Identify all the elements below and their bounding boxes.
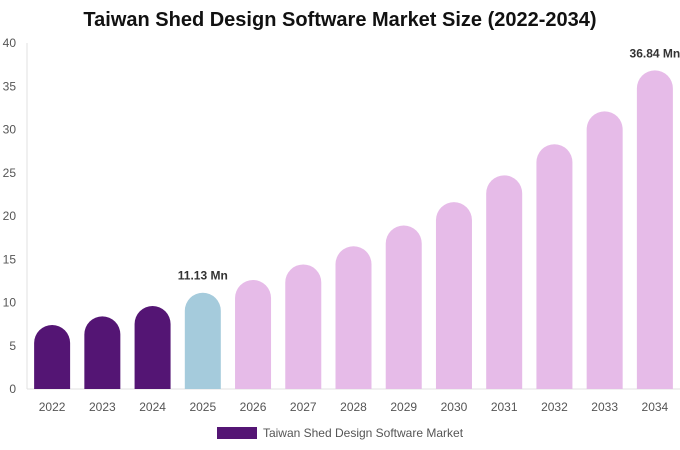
y-tick-label: 30 [3,123,17,137]
bar-2025 [184,292,221,389]
bar-2029 [385,225,422,389]
bar-2030 [435,202,472,389]
legend: Taiwan Shed Design Software Market [0,426,680,440]
bar-2026 [235,280,272,389]
x-tick-label: 2025 [189,400,216,414]
y-tick-label: 5 [9,339,16,353]
y-tick-label: 40 [3,36,17,50]
x-tick-label: 2023 [89,400,116,414]
x-axis: 2022 2023 2024 2025 2026 2027 2028 2029 2030 2031… [39,400,669,414]
data-label: 11.13 Mn [178,269,228,283]
x-tick-label: 2030 [441,400,468,414]
bars [34,70,673,390]
bar-2033 [586,111,623,389]
y-tick-label: 20 [3,209,17,223]
data-label: 36.84 Mn [630,46,680,60]
bar-2024 [134,305,171,389]
bar-2034 [636,70,673,390]
x-tick-label: 2027 [290,400,317,414]
y-tick-label: 15 [3,252,17,266]
x-tick-label: 2029 [390,400,417,414]
y-tick-label: 25 [3,166,17,180]
bar-2027 [285,264,322,389]
x-tick-label: 2032 [541,400,568,414]
bar-2028 [335,246,372,389]
y-tick-label: 10 [3,296,17,310]
bar-2022 [34,324,71,389]
data-labels: 11.13 Mn 36.84 Mn [178,46,680,282]
x-tick-label: 2034 [642,400,669,414]
legend-swatch [216,427,257,439]
y-tick-label: 35 [3,79,17,93]
bar-2031 [486,175,523,389]
bar-2023 [84,316,121,389]
x-tick-label: 2022 [39,400,66,414]
y-tick-label: 0 [9,382,16,396]
x-tick-label: 2033 [591,400,618,414]
x-tick-label: 2024 [139,400,166,414]
bar-2032 [536,144,573,389]
legend-label: Taiwan Shed Design Software Market [262,426,464,440]
chart-title: Taiwan Shed Design Software Market Size … [83,9,597,31]
x-tick-label: 2031 [491,400,518,414]
x-tick-label: 2028 [340,400,367,414]
x-tick-label: 2026 [240,400,267,414]
